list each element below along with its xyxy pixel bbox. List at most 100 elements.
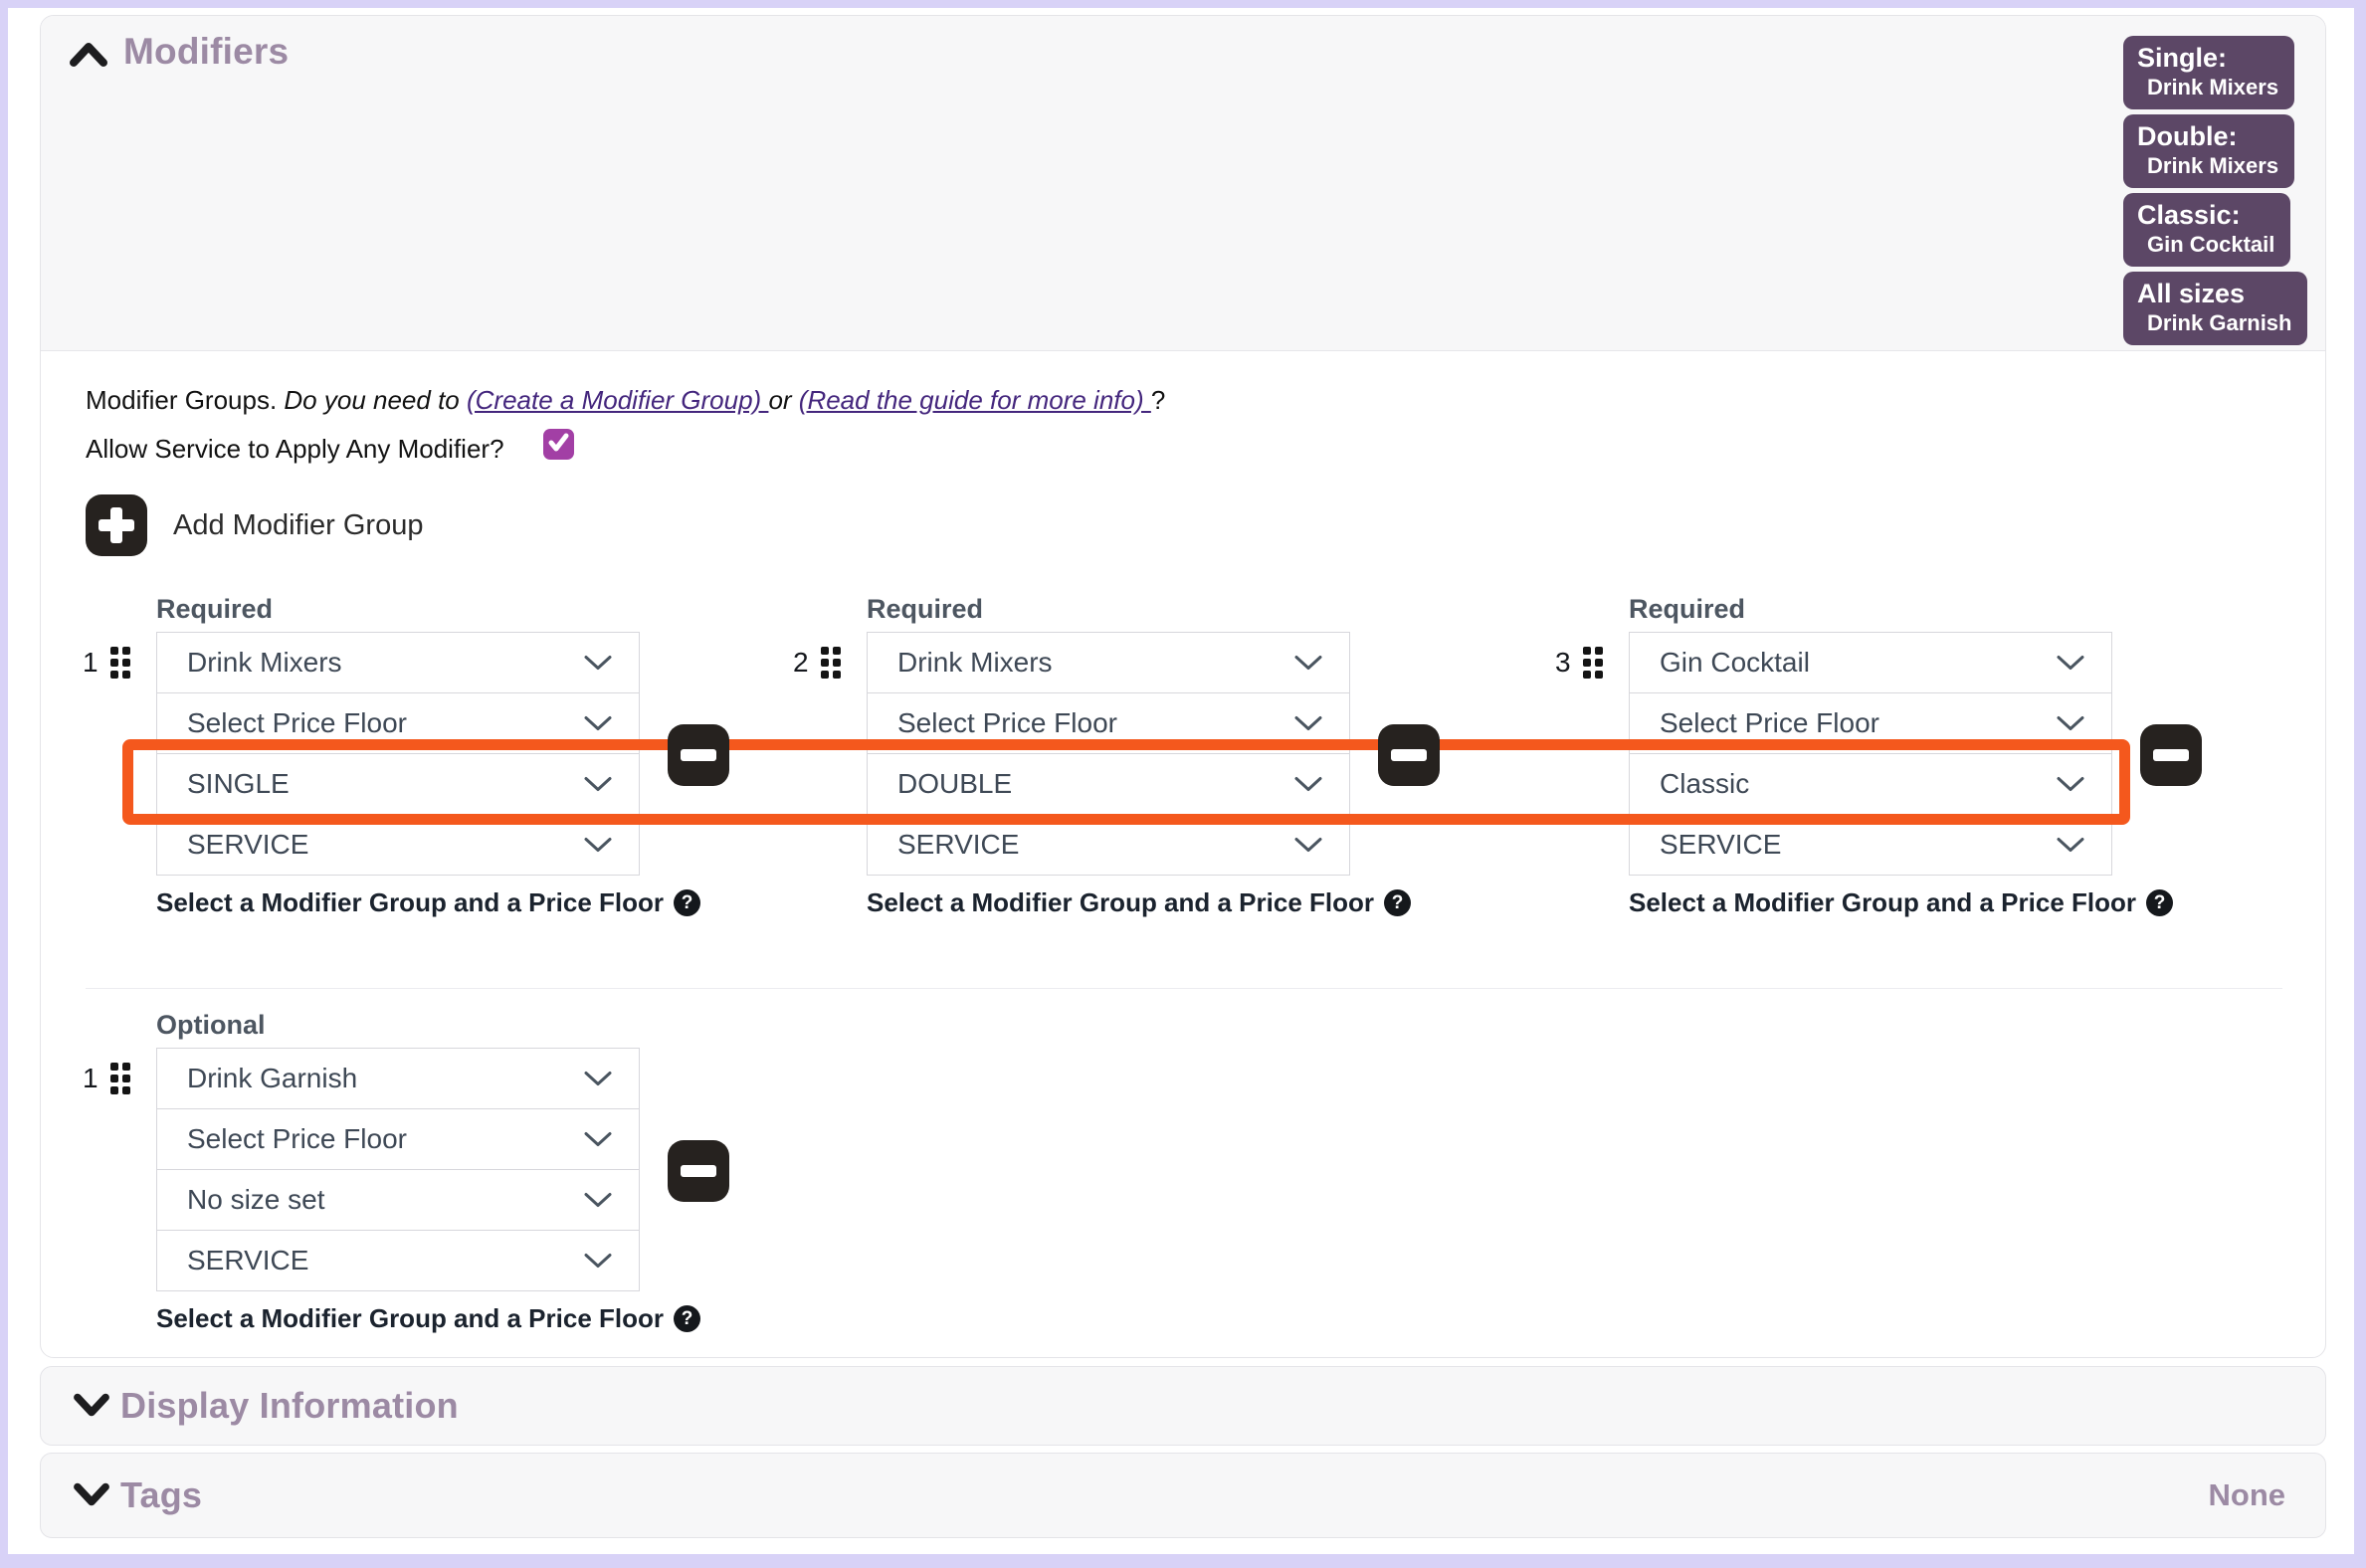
select-value: No size set: [187, 1184, 325, 1215]
allow-service-checkbox[interactable]: [543, 429, 574, 460]
service-select[interactable]: SERVICE: [867, 814, 1350, 876]
display-information-collapse-toggle[interactable]: [71, 1389, 112, 1423]
remove-group-button[interactable]: [668, 1140, 729, 1202]
size-select[interactable]: DOUBLE: [867, 753, 1350, 815]
badge-title: Double:: [2137, 121, 2238, 151]
tags-collapse-toggle[interactable]: [71, 1478, 112, 1512]
help-question-icon[interactable]: ?: [674, 889, 700, 916]
select-value: Drink Mixers: [897, 647, 1053, 678]
intro-lead: Modifier Groups.: [86, 385, 285, 415]
chevron-down-icon: [584, 716, 612, 730]
chevron-down-icon: [1294, 777, 1322, 791]
select-value: Select Price Floor: [187, 1123, 407, 1154]
size-select[interactable]: No size set: [156, 1169, 640, 1231]
chevron-down-icon: [584, 1193, 612, 1207]
group-type-label: Required: [867, 594, 984, 624]
remove-group-button[interactable]: [2140, 724, 2202, 786]
tags-section[interactable]: Tags None: [40, 1453, 2326, 1538]
help-question-icon[interactable]: ?: [674, 1305, 700, 1332]
chevron-down-icon: [584, 1072, 612, 1085]
chevron-down-icon: [1294, 656, 1322, 670]
intro-question: Do you need to: [284, 385, 467, 415]
badge-title: Classic:: [2137, 200, 2241, 230]
group-select-stack: Gin Cocktail Select Price Floor Classic …: [1629, 632, 2112, 876]
select-value: Select Price Floor: [897, 707, 1117, 738]
price-floor-select[interactable]: Select Price Floor: [156, 692, 640, 754]
chevron-down-icon: [71, 1482, 112, 1513]
read-guide-link[interactable]: (Read the guide for more info): [798, 385, 1151, 415]
remove-group-button[interactable]: [668, 724, 729, 786]
modifier-group-required-2: Required 2 Drink Mixers Select Price Flo…: [781, 594, 1458, 918]
chevron-up-icon: [67, 43, 110, 75]
chevron-down-icon: [584, 656, 612, 670]
service-select[interactable]: SERVICE: [1629, 814, 2112, 876]
drag-handle-icon[interactable]: [1582, 647, 1603, 679]
group-select-stack: Drink Garnish Select Price Floor No size…: [156, 1048, 640, 1291]
add-modifier-group-button[interactable]: [86, 494, 147, 556]
display-information-section[interactable]: Display Information: [40, 1366, 2326, 1446]
group-help-text: Select a Modifier Group and a Price Floo…: [156, 887, 664, 917]
modifier-group-select[interactable]: Drink Mixers: [156, 632, 640, 693]
modifiers-collapse-toggle[interactable]: [67, 38, 110, 74]
drag-handle-icon[interactable]: [109, 1063, 130, 1094]
service-select[interactable]: SERVICE: [156, 1230, 640, 1291]
select-value: Drink Mixers: [187, 647, 342, 678]
group-help-text: Select a Modifier Group and a Price Floo…: [867, 887, 1374, 917]
size-badge-double: Double: Drink Mixers: [2123, 114, 2295, 188]
drag-handle-icon[interactable]: [109, 647, 130, 679]
modifier-group-select[interactable]: Drink Mixers: [867, 632, 1350, 693]
chevron-down-icon: [584, 1254, 612, 1268]
badge-title: Single:: [2137, 43, 2228, 73]
badge-label: Gin Cocktail: [2147, 232, 2275, 257]
select-value: Select Price Floor: [187, 707, 407, 738]
size-select[interactable]: Classic: [1629, 753, 2112, 815]
checkmark-icon: [546, 430, 571, 460]
modifier-group-required-3: Required 3 Gin Cocktail Select Price Flo…: [1543, 594, 2220, 918]
intro-conjunction: or: [768, 385, 799, 415]
select-value: SINGLE: [187, 768, 290, 799]
group-number: 3: [1555, 647, 1571, 678]
select-value: SERVICE: [1660, 829, 1782, 860]
price-floor-select[interactable]: Select Price Floor: [156, 1108, 640, 1170]
drag-handle-icon[interactable]: [820, 647, 841, 679]
chevron-down-icon: [1294, 838, 1322, 852]
chevron-down-icon: [584, 838, 612, 852]
size-badge-single: Single: Drink Mixers: [2123, 36, 2295, 109]
help-question-icon[interactable]: ?: [2146, 889, 2173, 916]
modifier-group-select[interactable]: Drink Garnish: [156, 1048, 640, 1109]
remove-group-button[interactable]: [1378, 724, 1440, 786]
size-badges: Single: Drink Mixers Double: Drink Mixer…: [2123, 36, 2308, 345]
group-select-stack: Drink Mixers Select Price Floor SINGLE S…: [156, 632, 640, 876]
chevron-down-icon: [2057, 838, 2084, 852]
create-modifier-group-link[interactable]: (Create a Modifier Group): [466, 385, 769, 415]
chevron-down-icon: [1294, 716, 1322, 730]
price-floor-select[interactable]: Select Price Floor: [867, 692, 1350, 754]
price-floor-select[interactable]: Select Price Floor: [1629, 692, 2112, 754]
group-type-label: Required: [1629, 594, 1746, 624]
section-title-tags: Tags: [120, 1474, 203, 1515]
select-value: SERVICE: [897, 829, 1020, 860]
group-help-text: Select a Modifier Group and a Price Floo…: [1629, 887, 2136, 917]
chevron-down-icon: [2057, 777, 2084, 791]
tags-value: None: [2208, 1477, 2286, 1512]
service-select[interactable]: SERVICE: [156, 814, 640, 876]
select-value: DOUBLE: [897, 768, 1013, 799]
modifiers-header[interactable]: Modifiers Single: Drink Mixers Double: D…: [41, 16, 2325, 351]
section-divider: [86, 988, 2282, 989]
select-value: Classic: [1660, 768, 1750, 799]
modifier-group-select[interactable]: Gin Cocktail: [1629, 632, 2112, 693]
allow-service-label: Allow Service to Apply Any Modifier?: [86, 434, 504, 464]
chevron-down-icon: [71, 1393, 112, 1424]
size-select[interactable]: SINGLE: [156, 753, 640, 815]
select-value: SERVICE: [187, 1245, 309, 1275]
select-value: Select Price Floor: [1660, 707, 1879, 738]
badge-label: Drink Mixers: [2147, 75, 2279, 99]
group-help-text: Select a Modifier Group and a Price Floo…: [156, 1303, 664, 1333]
badge-title: All sizes: [2137, 279, 2246, 308]
badge-label: Drink Mixers: [2147, 153, 2279, 178]
select-value: SERVICE: [187, 829, 309, 860]
help-question-icon[interactable]: ?: [1384, 889, 1411, 916]
select-value: Gin Cocktail: [1660, 647, 1810, 678]
group-select-stack: Drink Mixers Select Price Floor DOUBLE S…: [867, 632, 1350, 876]
badge-label: Drink Garnish: [2147, 310, 2292, 335]
